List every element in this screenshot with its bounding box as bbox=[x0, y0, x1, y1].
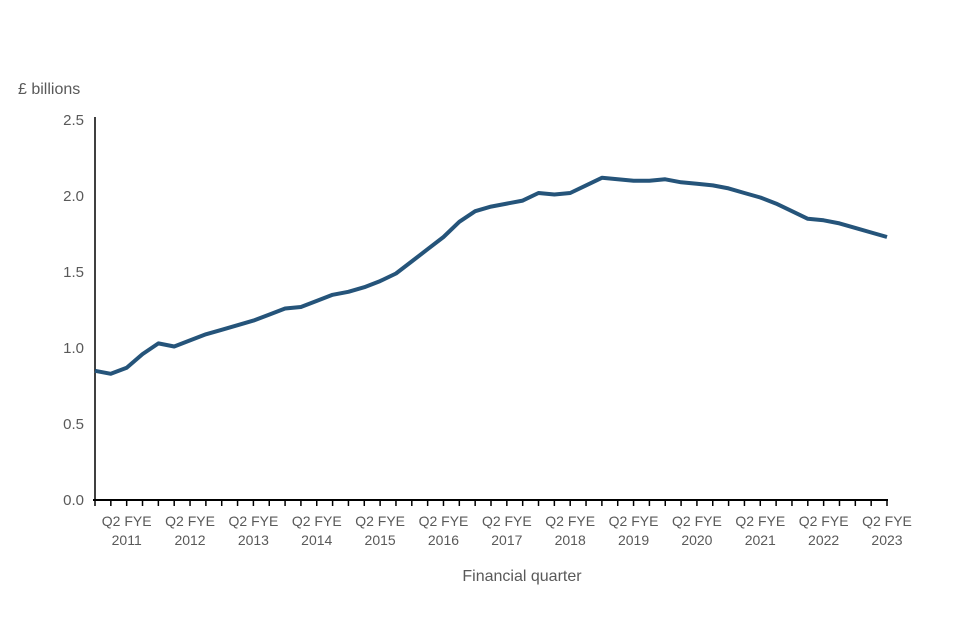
x-tick-label-year: 2021 bbox=[745, 532, 776, 548]
x-tick-label-year: 2022 bbox=[808, 532, 839, 548]
x-tick-label-quarter: Q2 FYE bbox=[102, 513, 152, 529]
y-tick-label: 2.0 bbox=[63, 188, 84, 205]
y-tick-label: 0.0 bbox=[63, 492, 84, 509]
axes bbox=[93, 117, 888, 506]
x-tick-label-quarter: Q2 FYE bbox=[355, 513, 405, 529]
x-tick-label-quarter: Q2 FYE bbox=[672, 513, 722, 529]
x-axis-tick-labels: Q2 FYE 2011 Q2 FYE 2012 Q2 FYE 2013 Q2 FYE 2014… bbox=[102, 513, 912, 548]
y-tick-label: 1.0 bbox=[63, 340, 84, 357]
y-tick-label: 1.5 bbox=[63, 264, 84, 281]
data-line bbox=[94, 175, 888, 376]
x-tick-label-quarter: Q2 FYE bbox=[165, 513, 215, 529]
x-tick-label-year: 2014 bbox=[301, 532, 332, 548]
y-tick-label: 0.5 bbox=[63, 416, 84, 433]
x-tick-label-year: 2020 bbox=[681, 532, 712, 548]
x-tick-label-quarter: Q2 FYE bbox=[229, 513, 279, 529]
data-series bbox=[94, 175, 888, 376]
y-axis-tick-labels: 0.0 0.5 1.0 1.5 2.0 2.5 bbox=[63, 112, 84, 509]
y-tick-label: 2.5 bbox=[63, 112, 84, 129]
x-tick-label-year: 2023 bbox=[871, 532, 902, 548]
x-axis-title: Financial quarter bbox=[462, 568, 582, 585]
x-tick-label-quarter: Q2 FYE bbox=[799, 513, 849, 529]
x-tick-label-year: 2012 bbox=[174, 532, 205, 548]
x-tick-label-quarter: Q2 FYE bbox=[482, 513, 532, 529]
x-tick-label-year: 2015 bbox=[365, 532, 396, 548]
x-tick-label-quarter: Q2 FYE bbox=[735, 513, 785, 529]
x-tick-label-year: 2016 bbox=[428, 532, 459, 548]
x-tick-label-year: 2013 bbox=[238, 532, 269, 548]
y-axis-title: £ billions bbox=[18, 81, 80, 98]
x-tick-label-quarter: Q2 FYE bbox=[292, 513, 342, 529]
x-tick-label-quarter: Q2 FYE bbox=[609, 513, 659, 529]
x-tick-label-year: 2019 bbox=[618, 532, 649, 548]
x-tick-label-quarter: Q2 FYE bbox=[545, 513, 595, 529]
x-tick-label-year: 2017 bbox=[491, 532, 522, 548]
x-tick-label-year: 2011 bbox=[112, 532, 142, 548]
x-tick-label-quarter: Q2 FYE bbox=[419, 513, 469, 529]
x-tick-label-quarter: Q2 FYE bbox=[862, 513, 912, 529]
x-tick-label-year: 2018 bbox=[555, 532, 586, 548]
